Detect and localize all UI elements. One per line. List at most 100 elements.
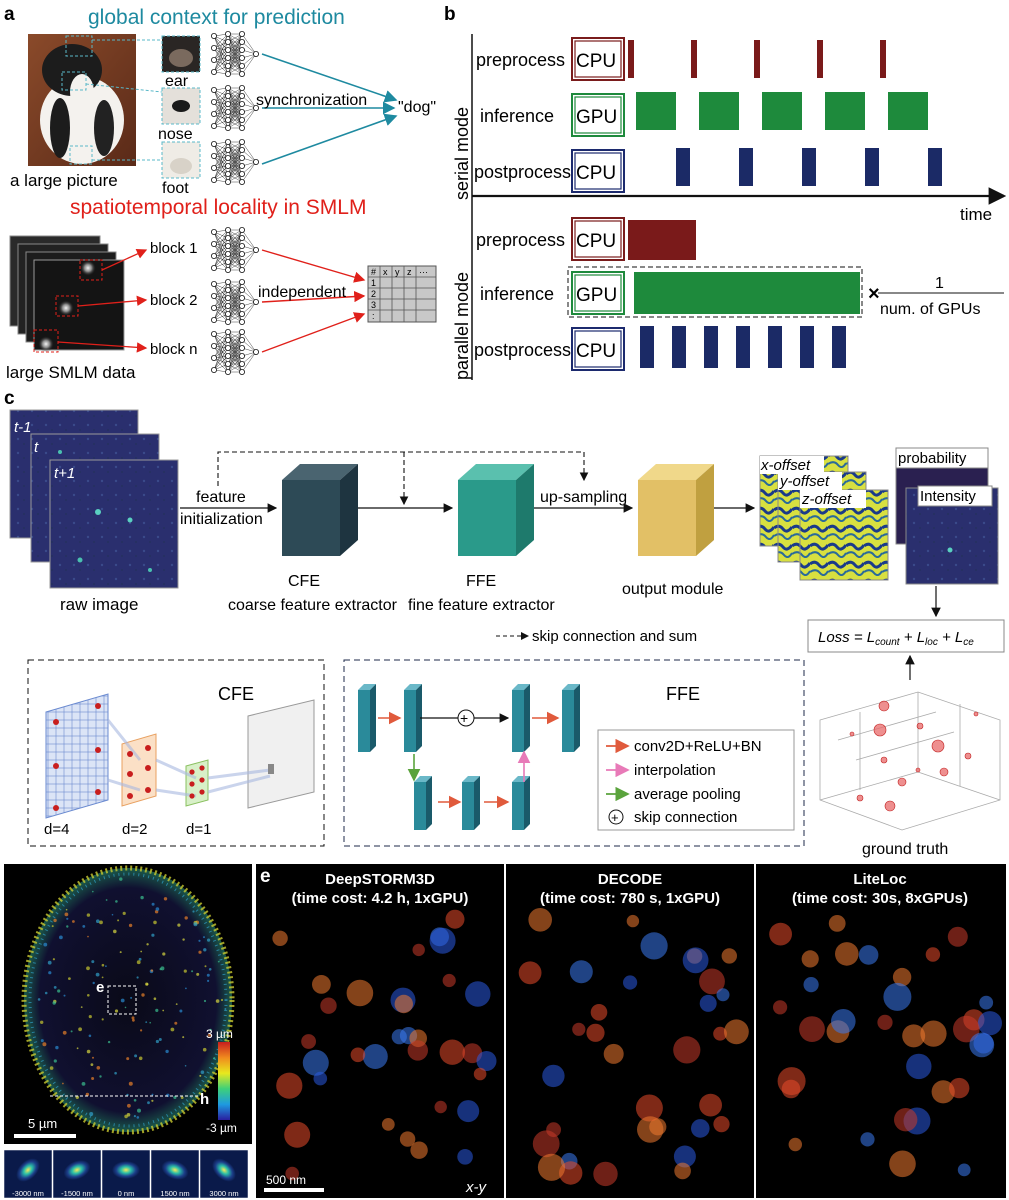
e-cluster-1-11 [699, 994, 717, 1012]
d-speck-7 [138, 957, 142, 961]
panel-b: b serial mode parallel mode time preproc… [444, 4, 1007, 380]
d-speck-12 [78, 1027, 82, 1032]
net-bottom-1 [210, 226, 259, 273]
panel-c: c t-1 t t+1 raw image feature initializa… [4, 388, 1005, 858]
parallel-unit-2: CPU [571, 327, 625, 371]
e-cluster-1-29 [546, 1122, 561, 1138]
serial-stage-1: inference [480, 106, 554, 126]
smlm-caption: large SMLM data [6, 363, 136, 382]
e-speckle [272, 908, 1003, 1187]
d-speck-89 [52, 1001, 56, 1005]
feature-init-1: feature [196, 489, 246, 506]
d-speck-46 [199, 1074, 202, 1077]
d-speck-22 [177, 923, 181, 927]
d-speck-102 [86, 966, 90, 971]
d-speck-26 [96, 1066, 101, 1070]
e-cluster-0-26 [434, 1100, 447, 1114]
e-cluster-1-19 [542, 1064, 565, 1088]
e-cluster-2-29 [828, 915, 846, 932]
parallel-unit-2-text: CPU [576, 341, 616, 362]
e-scale-bar [264, 1188, 324, 1192]
e-inset-box [107, 985, 137, 1015]
e-cluster-1-2 [673, 1145, 696, 1168]
cfe-kernel-dots [53, 703, 205, 811]
d-speck-150 [124, 1114, 128, 1119]
a-title-global: global context for prediction [88, 6, 345, 29]
serial-post-bar-2 [802, 148, 816, 186]
d-scale-bar [14, 1134, 76, 1138]
d-speck-116 [126, 1057, 130, 1061]
probability-label: probability [898, 450, 967, 467]
e-cluster-0-18 [394, 994, 413, 1014]
e-cluster-0-19 [302, 1049, 329, 1076]
d-speck-156 [153, 920, 157, 925]
d-speck-140 [92, 1056, 94, 1059]
e-cluster-0-4 [442, 973, 456, 988]
e-cluster-0-1 [381, 1118, 395, 1131]
sync-label: synchronization [256, 92, 367, 109]
method-name-2: DECODE [598, 871, 662, 888]
method-cost-2: (time cost: 780 s, 1xGPU) [540, 890, 720, 907]
cfe-dot-b0 [127, 751, 133, 757]
dilation-2: d=2 [122, 821, 147, 838]
d-speck-133 [44, 991, 48, 995]
d-speck-64 [151, 1099, 154, 1102]
cfe-dot-b1 [127, 771, 133, 777]
legend-pool: average pooling [634, 786, 741, 803]
e-cluster-1-31 [699, 1093, 722, 1117]
e-cluster-1-14 [635, 1094, 663, 1122]
d-speck-52 [182, 938, 185, 941]
panel-a: a global context for prediction a large … [4, 4, 437, 382]
d-speck-4 [146, 943, 149, 946]
d-speck-134 [53, 918, 57, 923]
e-cluster-1-18 [699, 968, 725, 995]
e-cluster-0-27 [391, 1029, 407, 1045]
e-cluster-2-26 [788, 1137, 802, 1152]
table-h2: y [395, 267, 400, 277]
method-name-3: LiteLoc [853, 871, 906, 888]
e-cluster-0-5 [465, 981, 491, 1007]
colorbar-top: 3 µm [206, 1027, 233, 1041]
d-speck-131 [155, 1008, 159, 1013]
d-speck-8 [198, 950, 202, 954]
d-speck-57 [151, 1093, 154, 1096]
d-speck-145 [224, 1008, 227, 1010]
serial-pre-bar-2 [754, 40, 760, 78]
e-cluster-2-0 [773, 1000, 788, 1015]
cfe-dot-a4 [95, 747, 101, 753]
d-speck-21 [136, 1116, 140, 1119]
e-cluster-1-5 [593, 1161, 618, 1187]
d-speck-123 [203, 936, 205, 939]
d-speck-98 [72, 920, 75, 923]
cfe-dot-c3 [199, 765, 205, 771]
d-speck-10 [86, 1049, 91, 1054]
serial-gpu-bar-4 [888, 92, 928, 130]
e-cluster-2-18 [801, 950, 819, 968]
e-cluster-0-15 [276, 1072, 303, 1099]
net-bottom-3 [210, 328, 259, 375]
e-cluster-2-5 [931, 1080, 955, 1104]
net-bottom-2 [210, 278, 259, 325]
cfe-dot-b4 [145, 765, 151, 771]
e-cluster-0-2 [285, 1166, 300, 1181]
ground-truth-plot [819, 691, 1001, 831]
e-cluster-1-3 [640, 932, 668, 960]
times-sign: × [868, 283, 880, 305]
e-cluster-2-3 [858, 945, 879, 965]
d-speck-135 [206, 973, 210, 977]
independent-arrows [261, 249, 366, 353]
d-speck-13 [47, 960, 52, 965]
ffe-arrows: + [378, 709, 560, 809]
gt-point-0 [878, 700, 890, 712]
d-speck-152 [163, 897, 168, 901]
d-speck-11 [107, 1040, 111, 1044]
e-cluster-2-23 [889, 1150, 916, 1178]
parallel-mode-label: parallel mode [452, 272, 472, 380]
patch-connectors [85, 39, 163, 161]
d-speck-106 [114, 1009, 119, 1013]
ffe-blocks [358, 684, 580, 830]
d-speck-62 [128, 923, 133, 928]
cfe-dot-a0 [53, 719, 59, 725]
d-speck-129 [92, 981, 95, 985]
e-cluster-2-31 [953, 1015, 980, 1043]
